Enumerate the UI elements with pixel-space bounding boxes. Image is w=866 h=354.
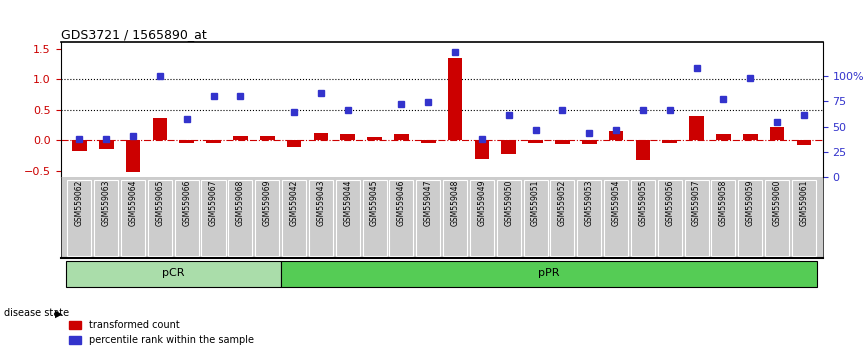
Bar <box>394 134 409 141</box>
FancyBboxPatch shape <box>255 179 280 256</box>
Text: GSM559049: GSM559049 <box>477 179 487 226</box>
FancyBboxPatch shape <box>497 179 520 256</box>
Text: GSM559055: GSM559055 <box>638 179 648 226</box>
Text: GSM559060: GSM559060 <box>772 179 782 226</box>
Bar <box>636 141 650 160</box>
Bar <box>475 141 489 159</box>
FancyBboxPatch shape <box>792 179 816 256</box>
FancyBboxPatch shape <box>390 179 413 256</box>
Bar <box>421 141 436 143</box>
Bar <box>555 141 570 144</box>
FancyBboxPatch shape <box>711 179 735 256</box>
Bar <box>206 141 221 143</box>
FancyBboxPatch shape <box>363 179 386 256</box>
Bar <box>448 58 462 141</box>
Text: disease state: disease state <box>4 308 69 318</box>
FancyBboxPatch shape <box>524 179 547 256</box>
FancyBboxPatch shape <box>282 179 307 256</box>
Text: GSM559043: GSM559043 <box>316 179 326 226</box>
Bar <box>99 141 113 149</box>
FancyBboxPatch shape <box>309 179 333 256</box>
Bar <box>72 141 87 152</box>
Bar <box>152 118 167 141</box>
Bar <box>340 134 355 141</box>
Text: GSM559053: GSM559053 <box>585 179 594 226</box>
Legend: transformed count, percentile rank within the sample: transformed count, percentile rank withi… <box>66 316 258 349</box>
Text: GSM559059: GSM559059 <box>746 179 755 226</box>
Bar <box>609 131 624 141</box>
Text: GSM559042: GSM559042 <box>289 179 299 226</box>
Text: GSM559069: GSM559069 <box>262 179 272 226</box>
FancyBboxPatch shape <box>94 179 119 256</box>
FancyBboxPatch shape <box>630 179 655 256</box>
Bar <box>770 127 785 141</box>
Bar <box>233 136 248 141</box>
Bar <box>528 141 543 143</box>
Bar <box>281 261 818 287</box>
FancyBboxPatch shape <box>684 179 708 256</box>
Text: GSM559047: GSM559047 <box>423 179 433 226</box>
Text: GSM559044: GSM559044 <box>343 179 352 226</box>
Text: GSM559057: GSM559057 <box>692 179 701 226</box>
FancyBboxPatch shape <box>121 179 145 256</box>
Bar <box>126 141 140 172</box>
FancyBboxPatch shape <box>550 179 574 256</box>
Text: GSM559065: GSM559065 <box>155 179 165 226</box>
FancyBboxPatch shape <box>229 179 253 256</box>
Text: GSM559068: GSM559068 <box>236 179 245 226</box>
Bar <box>501 141 516 154</box>
Text: pCR: pCR <box>162 268 184 278</box>
Text: GSM559066: GSM559066 <box>182 179 191 226</box>
Text: GSM559056: GSM559056 <box>665 179 675 226</box>
FancyBboxPatch shape <box>175 179 199 256</box>
Text: GSM559054: GSM559054 <box>611 179 621 226</box>
Bar <box>716 134 731 141</box>
Text: GSM559045: GSM559045 <box>370 179 379 226</box>
Text: GSM559052: GSM559052 <box>558 179 567 226</box>
FancyBboxPatch shape <box>68 179 92 256</box>
FancyBboxPatch shape <box>443 179 467 256</box>
FancyBboxPatch shape <box>765 179 789 256</box>
Text: GSM559063: GSM559063 <box>101 179 111 226</box>
Bar <box>743 134 758 141</box>
FancyBboxPatch shape <box>470 179 494 256</box>
FancyBboxPatch shape <box>336 179 359 256</box>
Text: GSM559058: GSM559058 <box>719 179 728 226</box>
FancyBboxPatch shape <box>417 179 440 256</box>
Bar <box>797 141 811 145</box>
Text: GSM559046: GSM559046 <box>397 179 406 226</box>
FancyBboxPatch shape <box>202 179 226 256</box>
Bar <box>260 136 275 141</box>
FancyBboxPatch shape <box>604 179 628 256</box>
FancyBboxPatch shape <box>577 179 601 256</box>
Text: pPR: pPR <box>539 268 559 278</box>
Text: GSM559050: GSM559050 <box>504 179 514 226</box>
Text: GSM559048: GSM559048 <box>450 179 460 226</box>
Text: GSM559062: GSM559062 <box>74 179 84 226</box>
Text: GSM559067: GSM559067 <box>209 179 218 226</box>
Bar <box>662 141 677 143</box>
Bar <box>582 141 597 144</box>
Bar <box>367 137 382 141</box>
FancyBboxPatch shape <box>148 179 172 256</box>
Text: GSM559061: GSM559061 <box>799 179 809 226</box>
Bar <box>287 141 301 147</box>
FancyBboxPatch shape <box>738 179 762 256</box>
Text: ▶: ▶ <box>55 308 62 318</box>
Bar <box>689 116 704 141</box>
FancyBboxPatch shape <box>657 179 682 256</box>
Text: GSM559064: GSM559064 <box>128 179 138 226</box>
Bar <box>313 133 328 141</box>
Bar <box>66 261 281 287</box>
Bar <box>179 141 194 143</box>
Text: GDS3721 / 1565890_at: GDS3721 / 1565890_at <box>61 28 206 41</box>
Text: GSM559051: GSM559051 <box>531 179 540 226</box>
